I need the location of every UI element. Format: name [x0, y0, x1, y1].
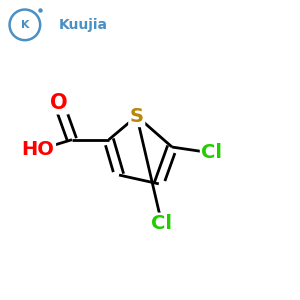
Text: Cl: Cl — [201, 143, 222, 162]
Text: Kuujia: Kuujia — [59, 18, 108, 32]
Text: K: K — [21, 20, 29, 30]
Text: O: O — [50, 93, 68, 113]
Text: Cl: Cl — [151, 214, 172, 233]
Text: S: S — [130, 106, 144, 126]
Text: HO: HO — [22, 140, 55, 160]
